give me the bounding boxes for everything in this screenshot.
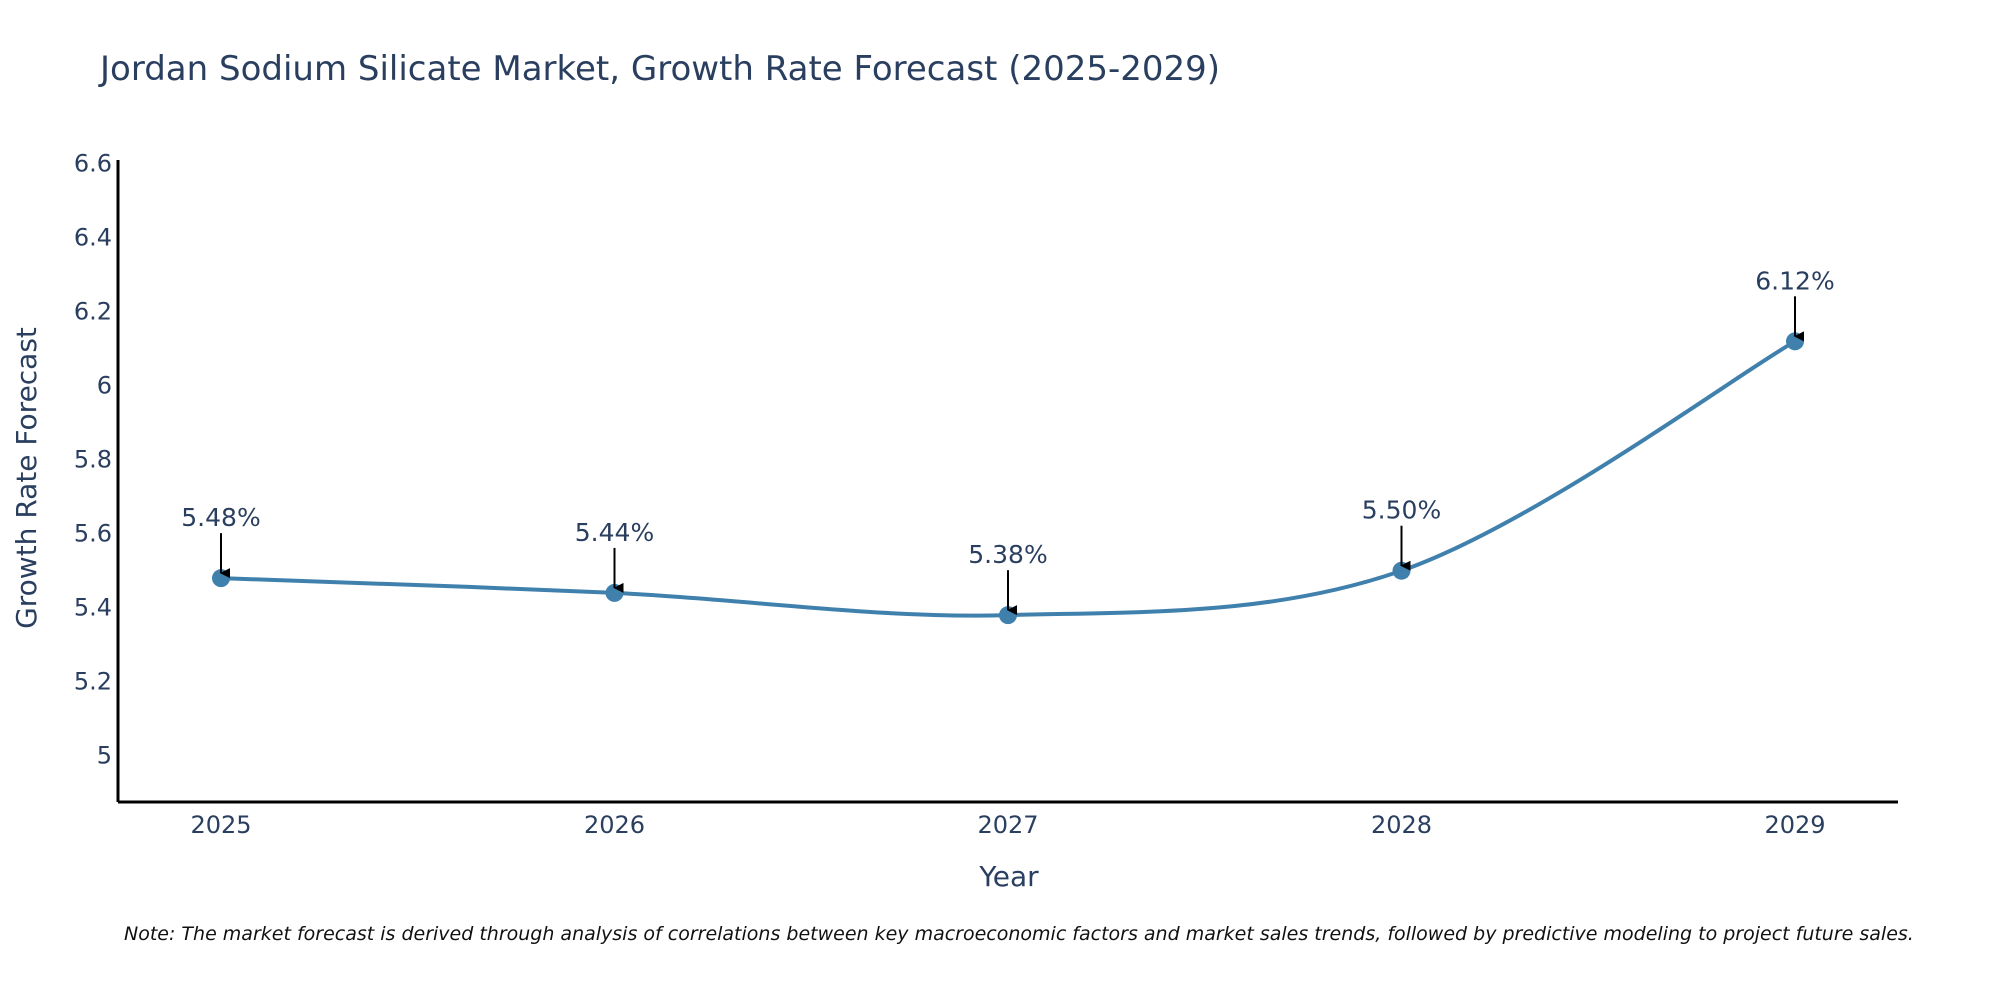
y-tick-label: 5.8 [74,446,112,474]
y-tick-label: 5.6 [74,520,112,548]
data-annotations: 5.48% 5.44% 5.38% 5.50% 6.12% [181,266,1835,616]
y-tick-label: 6.6 [74,150,112,178]
y-tick-label: 5.2 [74,668,112,696]
x-axis-title: Year [978,860,1039,893]
data-label: 5.50% [1362,496,1441,525]
data-label: 5.38% [968,540,1047,569]
x-axis-ticks: 2025 2026 2027 2028 2029 [190,811,1825,839]
y-tick-label: 5 [97,742,112,770]
series-line [220,339,1797,618]
x-tick-label: 2029 [1764,811,1825,839]
y-tick-label: 5.4 [74,594,112,622]
data-label: 5.48% [181,503,260,532]
x-tick-label: 2025 [190,811,251,839]
y-tick-label: 6.2 [74,298,112,326]
y-axis-title: Growth Rate Forecast [10,327,43,629]
x-tick-label: 2027 [977,811,1038,839]
x-tick-label: 2026 [584,811,645,839]
data-label: 5.44% [575,518,654,547]
chart-title: Jordan Sodium Silicate Market, Growth Ra… [98,49,1220,89]
y-tick-label: 6.4 [74,224,112,252]
y-axis-ticks: 5 5.2 5.4 5.6 5.8 6 6.2 6.4 6.6 [74,150,112,770]
data-label: 6.12% [1755,266,1834,295]
chart-note: Note: The market forecast is derived thr… [124,923,1914,945]
y-tick-label: 6 [97,372,112,400]
x-tick-label: 2028 [1371,811,1432,839]
